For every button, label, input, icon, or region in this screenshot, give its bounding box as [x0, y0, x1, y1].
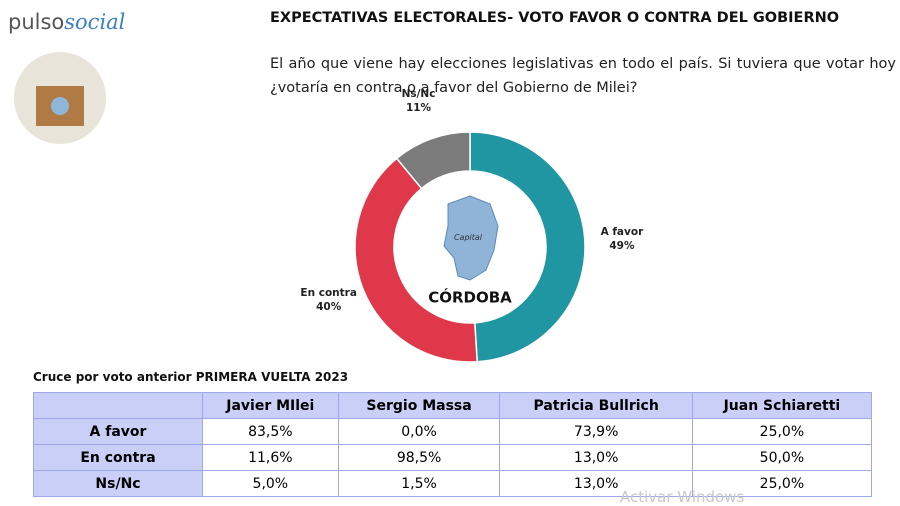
- map: [443, 195, 499, 281]
- table-cell: 13,0%: [499, 444, 693, 471]
- table-cell: 0,0%: [337, 418, 501, 445]
- row-label: A favor: [33, 418, 203, 445]
- slice: [469, 131, 586, 363]
- table-cell: 1,5%: [337, 470, 501, 497]
- table-row: Ns/Nc 5,0% 1,5% 13,0% 25,0%: [33, 470, 873, 497]
- watermark: Activar Windows: [620, 488, 745, 506]
- table-row: En contra 11,6% 98,5% 13,0% 50,0%: [33, 444, 873, 471]
- table-cell: 13,0%: [499, 470, 693, 497]
- logo: pulsosocial: [8, 10, 125, 34]
- table-cell: 98,5%: [337, 444, 501, 471]
- value-label: 11%: [406, 102, 432, 114]
- center-label: CÓRDOBA: [428, 288, 512, 307]
- table-row: A favor 83,5% 0,0% 73,9% 25,0%: [33, 418, 873, 445]
- table: Javier MIlei Sergio Massa Patricia Bullric…: [33, 392, 873, 497]
- row-label: Ns/Nc: [33, 470, 203, 497]
- table-cell: 83,5%: [202, 418, 339, 445]
- logo-left: pulso: [8, 10, 65, 34]
- table-cell: 25,0%: [691, 418, 873, 445]
- logo-right: social: [64, 10, 126, 34]
- corner-cell: [33, 392, 203, 419]
- table-cell: 50,0%: [691, 444, 873, 471]
- slice-label: En contra: [300, 287, 357, 299]
- slice: [354, 157, 479, 363]
- slice: [395, 131, 471, 190]
- table-cell: 73,9%: [499, 418, 693, 445]
- row-label: En contra: [33, 444, 203, 471]
- slice-label: A favor: [601, 226, 644, 238]
- table-cell: 11,6%: [202, 444, 339, 471]
- table-cell: 25,0%: [691, 470, 873, 497]
- slice-label: Ns/Nc: [402, 88, 436, 100]
- chart: A favor 49% En contra 40% Ns/Nc 11% Capital C…: [14, 52, 644, 363]
- value-label: 40%: [316, 301, 342, 313]
- value-label: 49%: [609, 240, 635, 252]
- header-row: Javier MIlei Sergio Massa Patricia Bullric…: [33, 392, 873, 419]
- column-header: Juan Schiaretti: [691, 392, 873, 419]
- column-header: Patricia Bullrich: [499, 392, 693, 419]
- column-header: Javier MIlei: [202, 392, 339, 419]
- map-label: Capital: [454, 233, 483, 242]
- table-title: Cruce por voto anterior PRIMERA VUELTA 2…: [33, 370, 349, 384]
- title: EXPECTATIVAS ELECTORALES- VOTO FAVOR O C…: [270, 10, 840, 26]
- question: El año que viene hay elecciones legislat…: [270, 56, 896, 96]
- emblem: [51, 97, 69, 115]
- column-header: Sergio Massa: [337, 392, 501, 419]
- table-cell: 5,0%: [202, 470, 339, 497]
